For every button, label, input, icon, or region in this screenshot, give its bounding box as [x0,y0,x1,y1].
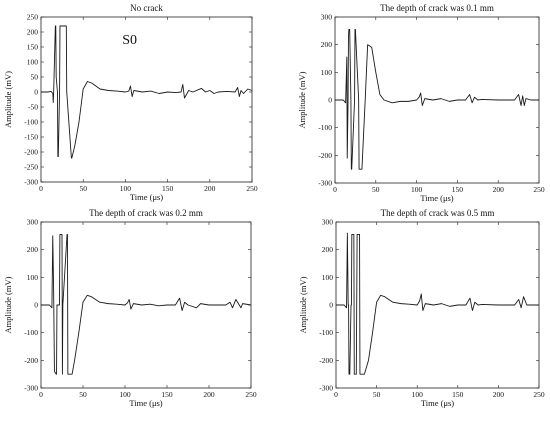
y-tick-label: 50 [31,73,39,82]
y-tick-label: -100 [319,328,333,337]
y-tick-label: 150 [27,43,39,52]
x-tick-label: 250 [533,185,545,194]
chart-title: The depth of crack was 0.1 mm [380,3,494,13]
x-tick-label: 100 [119,390,131,399]
x-tick-label: 200 [203,390,215,399]
chart-panel-3: 0 50 100 150 200 250 -300 -200 -100 0 100 200 300 The… [3,208,257,408]
x-tick-label: 150 [162,184,174,193]
y-tick-label: -100 [318,123,332,132]
y-tick-label: 300 [27,218,39,227]
x-tick-label: 50 [79,390,87,399]
y-tick-label: 200 [322,245,334,254]
x-axis-label: Time (μs) [130,192,163,202]
y-axis-label: Amplitude (mV) [298,276,308,333]
chart-panel-2: 0 50 100 150 200 250 -300 -200 -100 0 100 200 300 The… [297,3,545,203]
y-tick-label: -50 [28,103,38,112]
y-tick-label: -300 [24,178,38,187]
y-tick-label: 300 [321,13,333,22]
x-tick-label: 200 [204,184,216,193]
series-line-1 [41,25,253,159]
y-tick-label: -200 [319,356,333,365]
y-axis-label: Amplitude (mV) [3,276,13,333]
y-axis-label: Amplitude (mV) [297,71,307,128]
y-tick-label: 100 [321,68,333,77]
x-tick-label: 0 [334,390,338,399]
y-tick-label: 0 [328,96,332,105]
x-tick-label: 250 [533,390,545,399]
x-tick-label: 50 [372,185,380,194]
x-tick-label: 0 [333,185,337,194]
y-tick-label: 100 [27,273,39,282]
x-tick-label: 150 [452,185,464,194]
x-axis-label: Time (μs) [421,398,454,408]
x-tick-label: 150 [161,390,173,399]
x-tick-label: 50 [373,390,381,399]
chart-title: The depth of crack was 0.5 mm [381,208,495,218]
y-tick-label: -250 [24,163,38,172]
x-axis-label: Time (μs) [420,193,453,203]
chart-panel-4: 0 50 100 150 200 250 -300 -200 -100 0 100 200 300 The… [298,208,545,408]
series-line-1 [335,29,539,170]
x-tick-label: 100 [412,390,424,399]
y-tick-label: 200 [27,245,39,254]
y-tick-label: -300 [318,179,332,188]
y-tick-label: -100 [24,118,38,127]
x-tick-label: 200 [493,185,505,194]
y-tick-label: -200 [24,356,38,365]
y-tick-label: 100 [322,273,334,282]
y-tick-label: 200 [27,28,39,37]
y-tick-label: -200 [318,151,332,160]
y-tick-label: 100 [27,58,39,67]
x-tick-label: 50 [79,184,87,193]
x-tick-label: 100 [120,184,132,193]
chart-title: No crack [130,3,163,13]
plot-frame [40,16,253,183]
y-tick-label: -300 [24,384,38,393]
y-tick-label: -100 [24,328,38,337]
x-tick-label: 0 [39,390,43,399]
y-tick-label: -150 [24,133,38,142]
y-tick-label: 0 [34,88,38,97]
x-tick-label: 250 [245,390,257,399]
y-tick-label: -200 [24,148,38,157]
y-axis-label: Amplitude (mV) [3,71,13,128]
y-tick-label: 0 [329,301,333,310]
x-tick-label: 150 [452,390,464,399]
chart-title: The depth of crack was 0.2 mm [89,208,203,218]
y-tick-label: 0 [34,301,38,310]
x-axis-label: Time (μs) [129,398,162,408]
y-tick-label: -300 [319,384,333,393]
chart-panel-1: 0 50 100 150 200 250 -300 -250 -200 -150 -100 -50 0 5… [3,3,258,202]
annotation-label: S0 [122,33,137,48]
series-line-1 [336,232,539,375]
x-tick-label: 100 [411,185,423,194]
x-tick-label: 250 [246,184,258,193]
y-tick-label: 250 [27,13,39,22]
series-line-1 [41,233,252,375]
y-tick-label: 300 [322,218,334,227]
x-tick-label: 200 [493,390,505,399]
y-tick-label: 200 [321,40,333,49]
x-tick-label: 0 [39,184,43,193]
